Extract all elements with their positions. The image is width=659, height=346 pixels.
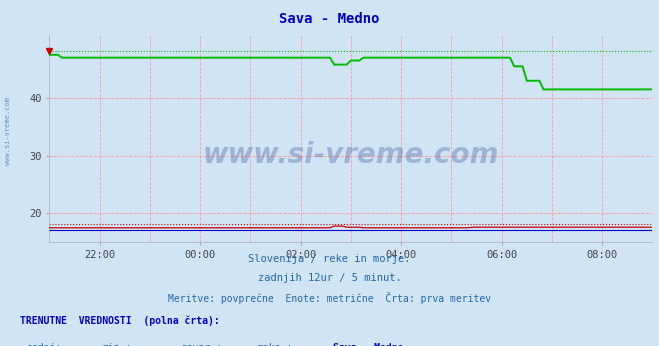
Text: Meritve: povprečne  Enote: metrične  Črta: prva meritev: Meritve: povprečne Enote: metrične Črta:… xyxy=(168,292,491,304)
Text: maks.:: maks.: xyxy=(257,343,292,346)
Text: zadnjih 12ur / 5 minut.: zadnjih 12ur / 5 minut. xyxy=(258,273,401,283)
Text: sedaj:: sedaj: xyxy=(26,343,61,346)
Text: Sava - Medno: Sava - Medno xyxy=(333,343,403,346)
Text: TRENUTNE  VREDNOSTI  (polna črta):: TRENUTNE VREDNOSTI (polna črta): xyxy=(20,315,219,326)
Text: povpr.:: povpr.: xyxy=(181,343,222,346)
Text: min.:: min.: xyxy=(102,343,132,346)
Text: www.si-vreme.com: www.si-vreme.com xyxy=(5,98,11,165)
Text: Sava - Medno: Sava - Medno xyxy=(279,12,380,26)
Text: Slovenija / reke in morje.: Slovenija / reke in morje. xyxy=(248,254,411,264)
Text: www.si-vreme.com: www.si-vreme.com xyxy=(203,141,499,169)
